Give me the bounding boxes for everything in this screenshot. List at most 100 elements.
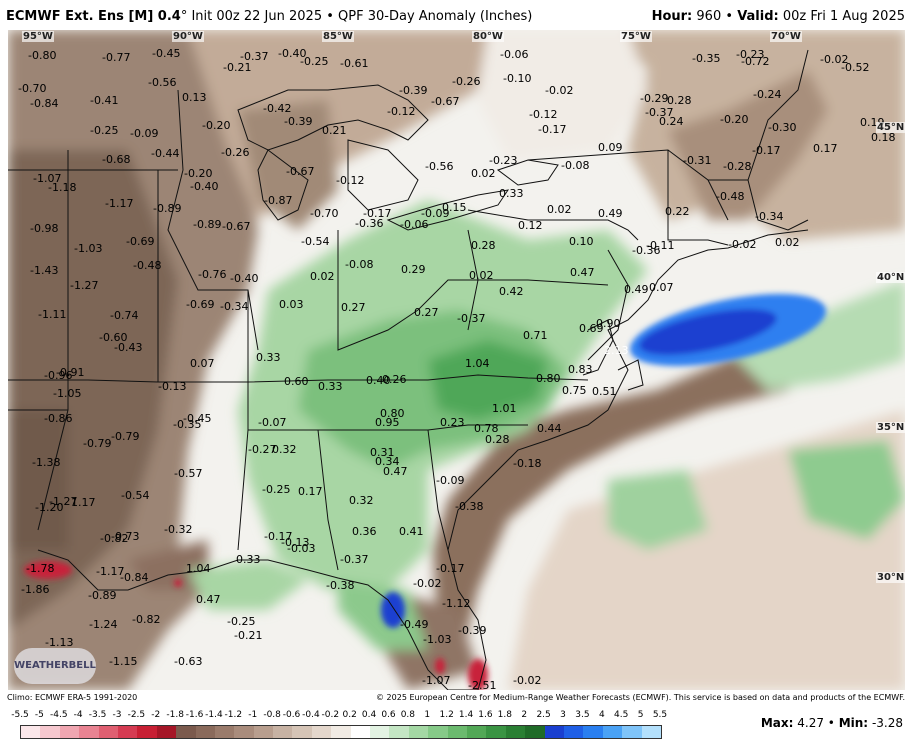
anomaly-value: 0.02: [469, 269, 494, 282]
anomaly-value: -0.02: [728, 238, 757, 251]
colorbar-tick-label: 2: [521, 710, 528, 720]
colorbar-swatch: [311, 726, 332, 738]
anomaly-value: 0.75: [562, 384, 587, 397]
climo-note: Climo: ECMWF ERA-5 1991-2020: [7, 693, 138, 702]
anomaly-value: -0.72: [741, 55, 770, 68]
anomaly-value: -0.69: [126, 235, 155, 248]
valid-label: Valid:: [737, 9, 779, 24]
anomaly-value: -0.17: [436, 562, 465, 575]
max-label: Max:: [760, 716, 794, 730]
colorbar-tick-label: 3.5: [575, 710, 590, 720]
colorbar-tick-label: -5.5: [11, 710, 29, 720]
lon-label-75w: 75°W: [620, 31, 652, 42]
colorbar-tick-label: 0.8: [400, 710, 416, 720]
anomaly-value: 0.02: [471, 167, 496, 180]
lon-label-80w: 80°W: [472, 31, 504, 42]
anomaly-value: 0.13: [182, 91, 207, 104]
anomaly-value: -0.28: [723, 160, 752, 173]
colorbar-swatch: [370, 726, 390, 738]
colorbar-swatch: [21, 726, 41, 738]
anomaly-value: -0.49: [400, 618, 429, 631]
anomaly-value: -0.34: [220, 300, 249, 313]
colorbar-swatch: [331, 726, 351, 738]
anomaly-value: 0.33: [499, 187, 524, 200]
anomaly-value: -1.20: [35, 501, 64, 514]
anomaly-value: -0.89: [193, 218, 222, 231]
anomaly-value: -0.69: [186, 298, 215, 311]
anomaly-value: -1.27: [70, 279, 99, 292]
colorbar-swatch: [428, 726, 448, 738]
anomaly-value: -0.39: [458, 624, 487, 637]
anomaly-value: -0.35: [173, 418, 202, 431]
anomaly-value: -0.26: [452, 75, 481, 88]
anomaly-value: -0.17: [264, 530, 293, 543]
lon-label-85w: 85°W: [322, 31, 354, 42]
colorbar-swatch: [156, 726, 177, 738]
anomaly-value: -1.11: [38, 308, 67, 321]
anomaly-value: -0.10: [503, 72, 532, 85]
anomaly-value: 0.21: [322, 124, 347, 137]
weatherbell-logo: WEATHERBELL: [14, 648, 96, 684]
anomaly-value: -0.35: [692, 52, 721, 65]
colorbar-tick-label: 1.8: [497, 710, 513, 720]
colorbar-swatch: [59, 726, 80, 738]
anomaly-value: -0.74: [110, 309, 139, 322]
anomaly-value: -0.80: [28, 49, 57, 62]
anomaly-value: -0.45: [183, 412, 212, 425]
colorbar-tick-label: -4: [73, 710, 83, 720]
anomaly-value: -0.56: [425, 160, 454, 173]
anomaly-value: -0.37: [645, 106, 674, 119]
anomaly-value: -0.25: [227, 615, 256, 628]
anomaly-value: 0.27: [341, 301, 366, 314]
colorbar-tick-label: 0.4: [361, 710, 377, 720]
anomaly-value: -0.17: [363, 207, 392, 220]
anomaly-value: -0.09: [130, 127, 159, 140]
anomaly-value: -0.17: [752, 144, 781, 157]
anomaly-value: -0.36: [632, 244, 661, 257]
colorbar-swatch: [389, 726, 409, 738]
anomaly-value: -0.39: [284, 115, 313, 128]
anomaly-value: -0.77: [102, 51, 131, 64]
anomaly-value: -0.18: [513, 457, 542, 470]
colorbar-swatch: [583, 726, 603, 738]
anomaly-value: 0.47: [570, 266, 595, 279]
colorbar-tick-label: -0.8: [263, 710, 281, 720]
anomaly-value: -0.84: [30, 97, 59, 110]
anomaly-value: 0.26: [382, 373, 407, 386]
anomaly-value: 2.13: [604, 344, 629, 357]
colorbar-tick-label: -4.5: [50, 710, 68, 720]
colorbar-tick-label: 1: [424, 710, 431, 720]
anomaly-value: -0.38: [326, 579, 355, 592]
anomaly-value: -0.67: [431, 95, 460, 108]
map-field: [8, 30, 905, 690]
anomaly-value: -1.78: [26, 562, 55, 575]
anomaly-value: 0.03: [279, 298, 304, 311]
anomaly-value: 0.69: [579, 322, 604, 335]
anomaly-value: 0.02: [547, 203, 572, 216]
anomaly-value: -0.27: [248, 443, 277, 456]
anomaly-value: -0.13: [281, 536, 310, 549]
anomaly-value: -1.13: [45, 636, 74, 649]
anomaly-value: -0.31: [683, 154, 712, 167]
anomaly-value: -0.24: [753, 88, 782, 101]
colorbar-swatch: [117, 726, 138, 738]
anomaly-value: -0.23: [489, 154, 518, 167]
anomaly-value: -0.29: [640, 92, 669, 105]
anomaly-value: -1.27: [49, 495, 78, 508]
anomaly-value: -0.45: [152, 47, 181, 60]
anomaly-value: -0.07: [258, 416, 287, 429]
anomaly-value: 0.02: [775, 236, 800, 249]
init-time: Init 00z 22 Jun 2025: [191, 9, 323, 24]
colorbar-swatch: [273, 726, 293, 738]
hour-label: Hour:: [651, 9, 693, 24]
anomaly-value: 0.49: [624, 283, 649, 296]
colorbar: [20, 725, 662, 739]
anomaly-value: 0.47: [383, 465, 408, 478]
lat-label-30n: 30°N: [876, 572, 905, 583]
colorbar-tick-label: -0.2: [321, 710, 340, 720]
anomaly-value: -0.37: [457, 312, 486, 325]
colorbar-swatch: [40, 726, 60, 738]
colorbar-tick-label: -5: [34, 710, 44, 720]
anomaly-value: -1.07: [422, 674, 451, 687]
anomaly-value: -1.03: [74, 242, 103, 255]
